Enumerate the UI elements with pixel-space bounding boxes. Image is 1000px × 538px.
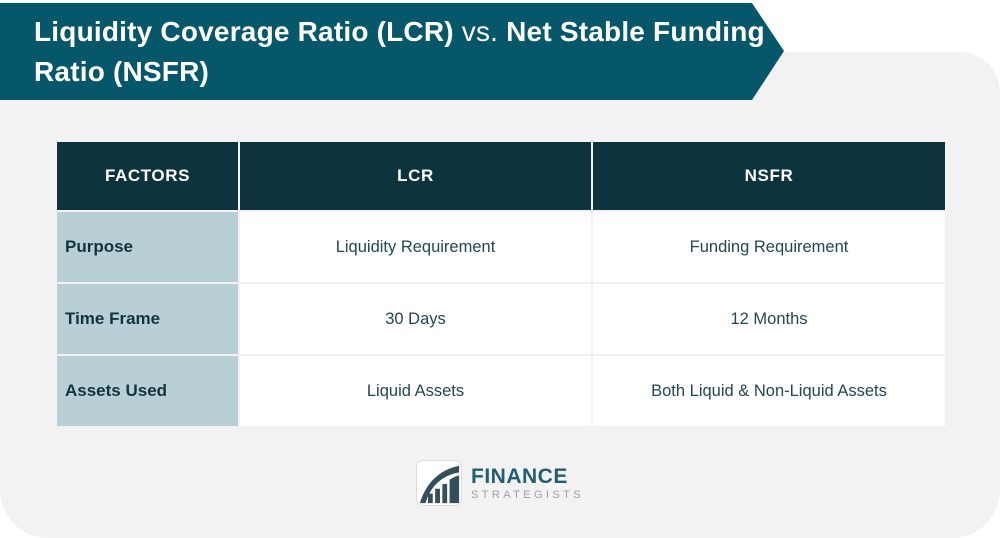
table-cell-timeframe-nsfr: 12 Months xyxy=(593,284,945,354)
finance-strategists-logo-icon xyxy=(416,460,462,506)
title-banner: Liquidity Coverage Ratio (LCR) vs. Net S… xyxy=(0,3,784,100)
table-row-factor-purpose: Purpose xyxy=(57,212,238,282)
table-row-factor-assets: Assets Used xyxy=(57,356,238,426)
table-cell-assets-nsfr: Both Liquid & Non-Liquid Assets xyxy=(593,356,945,426)
table-cell-purpose-lcr: Liquidity Requirement xyxy=(240,212,591,282)
comparison-table: FACTORS LCR NSFR Purpose Liquidity Requi… xyxy=(57,142,945,426)
table-header-lcr: LCR xyxy=(240,142,591,210)
page-title-main-2: Net Stable Funding Ratio (NSFR) xyxy=(34,16,765,87)
page-title-vs: vs. xyxy=(461,16,507,47)
table-cell-timeframe-lcr: 30 Days xyxy=(240,284,591,354)
logo-word-finance: FINANCE xyxy=(471,464,568,488)
table-header-nsfr: NSFR xyxy=(593,142,945,210)
table-header-factors: FACTORS xyxy=(57,142,238,210)
table-row-factor-timeframe: Time Frame xyxy=(57,284,238,354)
page-title: Liquidity Coverage Ratio (LCR) vs. Net S… xyxy=(0,3,776,92)
page-title-main-1: Liquidity Coverage Ratio (LCR) xyxy=(34,16,462,47)
table-cell-assets-lcr: Liquid Assets xyxy=(240,356,591,426)
logo-word-strategists: STRATEGISTS xyxy=(471,488,584,501)
table-cell-purpose-nsfr: Funding Requirement xyxy=(593,212,945,282)
finance-strategists-logo: FINANCE STRATEGISTS xyxy=(0,460,1000,506)
finance-strategists-logo-text: FINANCE STRATEGISTS xyxy=(471,466,584,501)
